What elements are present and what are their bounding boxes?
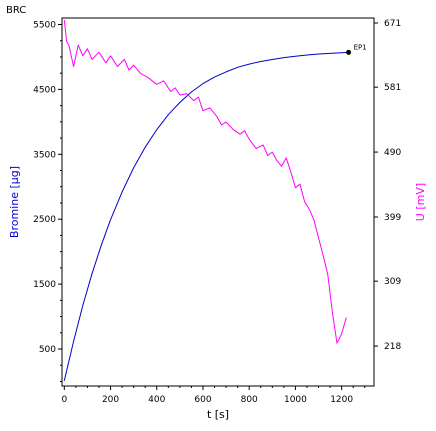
x-tick-label: 1200 (330, 395, 353, 405)
endpoint-group: EP1 (346, 43, 367, 55)
right-tick-label: 671 (384, 19, 401, 29)
chart-title: BRC (6, 5, 26, 16)
left-tick-label: 4500 (33, 85, 56, 95)
x-tick-label: 0 (61, 395, 67, 405)
endpoint-marker (346, 49, 352, 55)
endpoint-label: EP1 (354, 43, 367, 51)
x-axis-title: t [s] (207, 408, 229, 421)
x-tick-label: 400 (148, 395, 165, 405)
left-tick-label: 2500 (33, 215, 56, 225)
right-tick-label: 218 (384, 342, 401, 352)
left-tick-label: 3500 (33, 150, 56, 160)
left-tick-label: 5500 (33, 20, 56, 30)
bromine-series-line (63, 51, 349, 381)
left-tick-label: 1500 (33, 280, 56, 290)
right-tick-label: 581 (384, 83, 401, 93)
left-axis-title: Bromine [µg] (8, 166, 21, 238)
potential-series-line (63, 20, 347, 344)
series-group (63, 20, 349, 381)
x-tick-label: 800 (241, 395, 258, 405)
x-tick-label: 200 (102, 395, 119, 405)
right-tick-label: 399 (384, 213, 401, 223)
x-tick-label: 1000 (284, 395, 307, 405)
right-tick-label: 490 (384, 148, 401, 158)
x-axis-ticks: 0 200 400 600 800 1000 1200 (61, 386, 366, 405)
left-tick-label: 500 (39, 345, 56, 355)
plot-area-frame (61, 17, 375, 387)
left-axis-ticks: 500 1500 2500 3500 4500 5500 (33, 20, 62, 382)
x-tick-label: 600 (194, 395, 211, 405)
right-axis-ticks: 218 309 399 490 581 671 (374, 19, 401, 352)
right-tick-label: 309 (384, 277, 401, 287)
right-axis-title: U [mV] (414, 183, 427, 221)
